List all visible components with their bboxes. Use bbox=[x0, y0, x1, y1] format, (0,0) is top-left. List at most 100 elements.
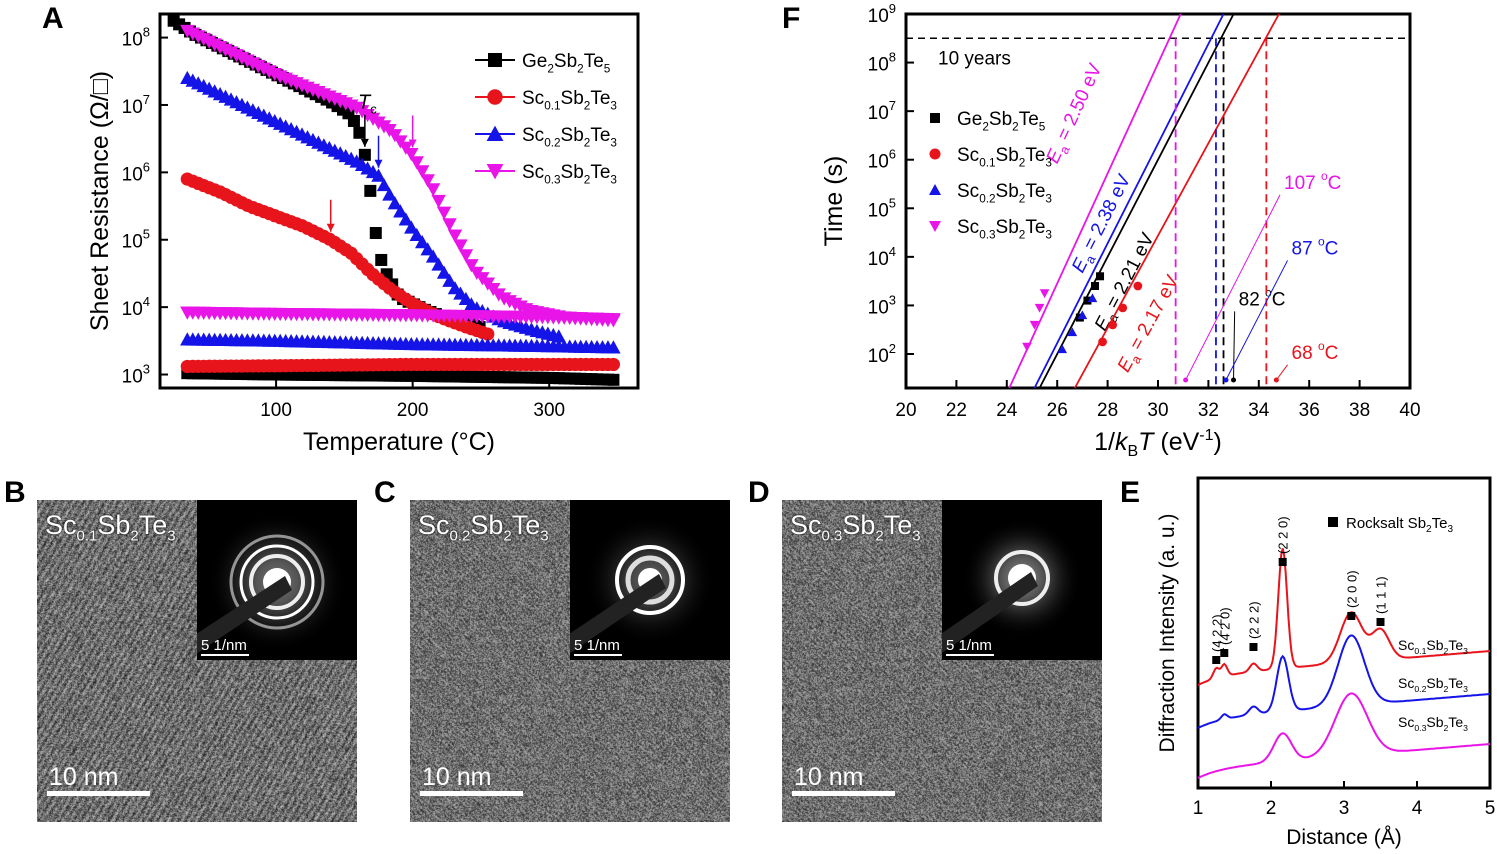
fit-line bbox=[1033, 13, 1225, 389]
data-point bbox=[442, 218, 457, 232]
peak-label: (2 0 0) bbox=[1344, 570, 1359, 608]
inset-scale-label: 5 1/nm bbox=[201, 637, 247, 654]
data-point bbox=[1108, 320, 1118, 330]
activation-energy-label: Ea = 2.50 eV bbox=[1043, 60, 1110, 168]
scale-label: 10 nm bbox=[49, 763, 119, 791]
tc-arrowhead bbox=[408, 139, 417, 148]
x-tick-label: 28 bbox=[1097, 400, 1118, 421]
temp-arrowhead bbox=[1231, 377, 1237, 383]
panel-label-b: B bbox=[4, 476, 26, 509]
data-point bbox=[415, 165, 430, 179]
data-point bbox=[453, 239, 468, 253]
legend-label: Sc0.2Sb2Te3 bbox=[522, 125, 617, 150]
peak-label: (2 2 0) bbox=[1276, 516, 1291, 554]
peak-marker bbox=[1220, 649, 1229, 657]
y-tick-label: 109 bbox=[868, 1, 896, 27]
legend-marker bbox=[929, 148, 941, 160]
data-point bbox=[436, 265, 452, 279]
tc-arrowhead bbox=[326, 223, 335, 232]
x-tick-label: 200 bbox=[397, 400, 429, 421]
y-tick-label: 106 bbox=[868, 147, 896, 173]
chart-e: 1 2 3 4 5 Distance (Å) Diffraction Intensity (… bbox=[1156, 476, 1495, 849]
legend-marker bbox=[487, 89, 503, 105]
peak-marker bbox=[1249, 643, 1258, 651]
data-point bbox=[409, 227, 424, 242]
data-point bbox=[1057, 344, 1068, 354]
inset-scale-bar bbox=[946, 654, 994, 656]
tem-title: Sc0.2Sb2Te3 bbox=[418, 510, 549, 545]
diffraction-inset: 5 1/nm bbox=[942, 500, 1102, 660]
diffraction-pattern bbox=[197, 512, 347, 654]
series-Sc0.3Sb2Te3: Ea = 2.50 eV 107 oC bbox=[1008, 13, 1341, 389]
chart-f: 20 22 24 26 28 30 32 34 36 38 40 102 103 104 105 106 107… bbox=[820, 1, 1421, 460]
diffraction-pattern bbox=[942, 518, 1082, 654]
x-tick-label: 4 bbox=[1412, 798, 1423, 819]
x-tick-label: 34 bbox=[1248, 400, 1270, 421]
y-tick-label: 108 bbox=[122, 25, 150, 51]
inset-scale-bar bbox=[574, 654, 622, 656]
spectrum-label: Sc0.1Sb2Te3 bbox=[1398, 637, 1468, 656]
y-tick-label: 105 bbox=[868, 195, 896, 221]
temp-arrowhead bbox=[1223, 377, 1229, 383]
y-tick-label: 103 bbox=[868, 292, 896, 318]
y-tick-label: 102 bbox=[868, 341, 896, 367]
peak-marker bbox=[1212, 656, 1221, 664]
inset-scale-label: 5 1/nm bbox=[946, 637, 992, 654]
data-point bbox=[1039, 289, 1050, 299]
legend-label: Sc0.3Sb2Te3 bbox=[522, 162, 617, 187]
data-point bbox=[1133, 281, 1143, 291]
peak-label: (2 2 2) bbox=[1246, 601, 1261, 639]
legend-marker bbox=[488, 53, 502, 67]
inset-scale-label: 5 1/nm bbox=[574, 637, 620, 654]
diffraction-pattern bbox=[570, 515, 715, 654]
legend-marker bbox=[930, 113, 940, 123]
spectrum-Sc0.1Sb2Te3 bbox=[1197, 548, 1491, 686]
legend-marker bbox=[929, 221, 941, 232]
tc-arrowhead bbox=[374, 159, 383, 168]
tem-title: Sc0.1Sb2Te3 bbox=[45, 510, 176, 545]
y-tick-label: 104 bbox=[868, 244, 896, 270]
x-axis-label: Distance (Å) bbox=[1286, 826, 1402, 849]
data-point bbox=[1029, 320, 1040, 330]
legend-marker bbox=[1328, 517, 1338, 527]
peak-label: (4 2 0) bbox=[1217, 607, 1232, 645]
panel-label-c: C bbox=[374, 476, 396, 509]
x-tick-label: 24 bbox=[996, 400, 1018, 421]
data-point bbox=[382, 187, 397, 201]
data-point bbox=[436, 206, 452, 220]
data-point bbox=[1067, 327, 1078, 337]
data-point bbox=[431, 194, 446, 209]
temp-arrow bbox=[1185, 194, 1281, 381]
data-point bbox=[398, 212, 414, 226]
data-point bbox=[1022, 342, 1032, 352]
data-point bbox=[404, 147, 419, 162]
data-point bbox=[420, 242, 435, 256]
data-point bbox=[464, 259, 479, 273]
data-point bbox=[425, 249, 441, 263]
data-point bbox=[1087, 293, 1098, 303]
y-tick-label: 106 bbox=[122, 159, 150, 185]
chart-a: 100 200 300 103 104 105 106 107 108 Temperature (… bbox=[86, 12, 640, 456]
legend-label: Sc0.1Sb2Te3 bbox=[522, 88, 617, 113]
fit-line bbox=[1008, 13, 1182, 389]
panel-label-f: F bbox=[782, 2, 801, 35]
x-tick-label: 32 bbox=[1198, 400, 1219, 421]
scale-bar bbox=[47, 791, 150, 796]
data-point bbox=[358, 148, 371, 161]
tem-title: Sc0.3Sb2Te3 bbox=[790, 510, 921, 545]
panel-label-a: A bbox=[42, 2, 64, 35]
fit-line bbox=[1038, 13, 1235, 389]
data-point bbox=[369, 227, 382, 240]
data-point bbox=[415, 235, 430, 249]
peak-marker bbox=[1278, 558, 1287, 566]
temp-arrowhead bbox=[1273, 377, 1279, 383]
data-point bbox=[425, 183, 441, 197]
plot-frame bbox=[158, 12, 640, 390]
legend-label: Sc0.2Sb2Te3 bbox=[957, 181, 1052, 206]
data-point bbox=[1034, 303, 1045, 313]
x-axis-label: Temperature (°C) bbox=[303, 428, 495, 456]
data-point bbox=[420, 174, 435, 188]
retention-temp-label: 107 oC bbox=[1284, 169, 1341, 194]
x-tick-label: 30 bbox=[1147, 400, 1168, 421]
legend-marker bbox=[929, 184, 941, 195]
